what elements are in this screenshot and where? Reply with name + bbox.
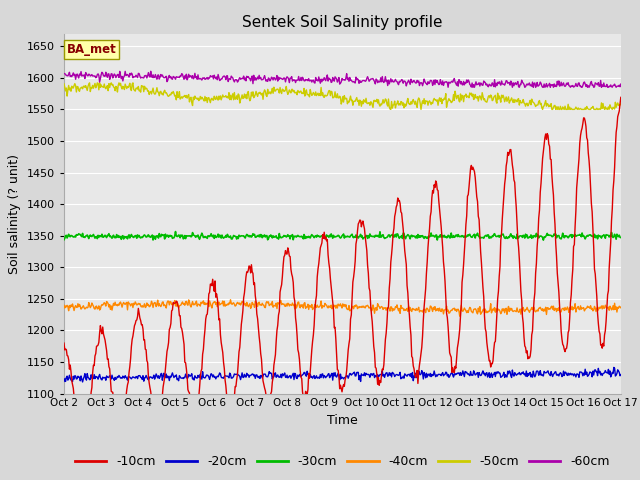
Text: BA_met: BA_met [67, 43, 116, 56]
X-axis label: Time: Time [327, 414, 358, 427]
Y-axis label: Soil salinity (? unit): Soil salinity (? unit) [8, 154, 21, 274]
Legend: -10cm, -20cm, -30cm, -40cm, -50cm, -60cm: -10cm, -20cm, -30cm, -40cm, -50cm, -60cm [70, 450, 614, 473]
Title: Sentek Soil Salinity profile: Sentek Soil Salinity profile [242, 15, 443, 30]
